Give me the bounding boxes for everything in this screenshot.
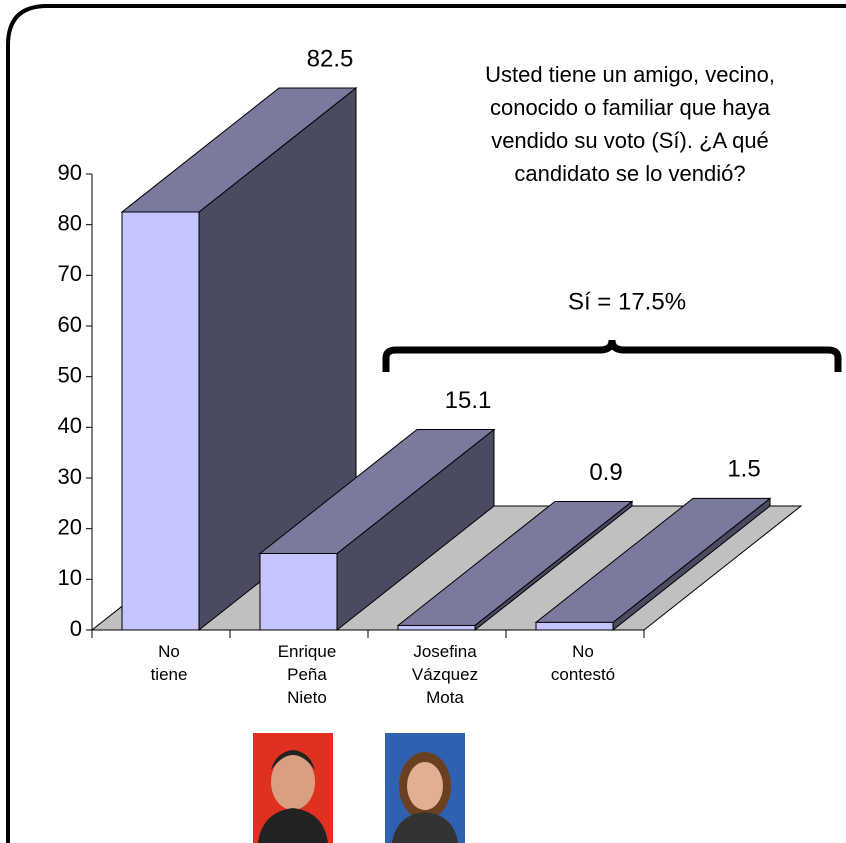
bar-front [398,625,475,630]
y-tick-label: 30 [58,464,82,489]
x-tick-label: No contestó [523,640,643,686]
bracket-label: Sí = 17.5% [568,288,686,315]
value-label: 15.1 [445,387,492,414]
y-tick-label: 0 [70,616,82,641]
y-tick-label: 50 [58,362,82,387]
x-tick-label: Josefina Vázquez Mota [385,640,505,709]
bar-front [260,553,337,630]
y-tick-label: 90 [58,160,82,185]
x-tick-label: No tiene [109,640,229,686]
y-tick-label: 20 [58,514,82,539]
value-label: 0.9 [589,459,622,486]
y-tick-label: 60 [58,312,82,337]
value-label: 1.5 [727,456,760,483]
x-tick-label: Enrique Peña Nieto [247,640,367,709]
y-tick-label: 80 [58,210,82,235]
y-tick-label: 10 [58,565,82,590]
photo-vazquez-mota [385,733,465,843]
bar-front [536,622,613,630]
bar-front [122,212,199,630]
bracket [386,340,838,372]
page: Sí = 17.5% 0 10 20 30 40 50 60 70 80 90 82.5 15.1 0.… [0,0,846,843]
photo-pena-nieto [253,733,333,843]
annotation: Usted tiene un amigo, vecino, conocido o… [410,58,846,190]
value-label: 82.5 [307,45,354,72]
y-tick-label: 70 [58,261,82,286]
y-tick-label: 40 [58,413,82,438]
